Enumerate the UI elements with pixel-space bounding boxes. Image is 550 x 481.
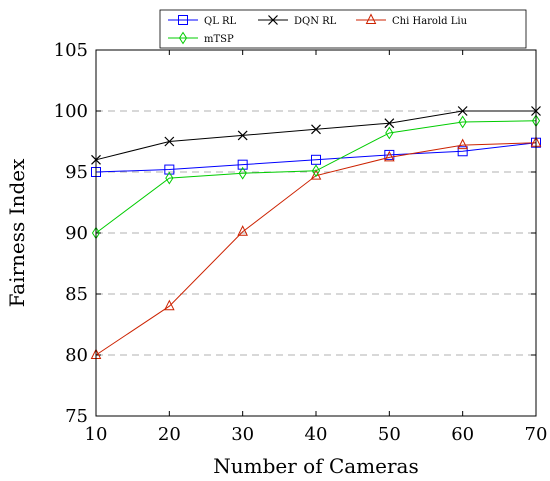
x-tick-label-30: 30 xyxy=(231,424,254,445)
data-point-ql-rl-60 xyxy=(457,146,468,157)
y-tick-label-105: 105 xyxy=(54,40,88,61)
legend-marker-ql-rl xyxy=(178,15,188,25)
legend-box xyxy=(159,9,527,49)
y-tick-label-100: 100 xyxy=(54,101,88,122)
legend-label-mtsp: mTSP xyxy=(204,34,234,45)
x-tick-label-50: 50 xyxy=(378,424,401,445)
legend-label-ql-rl: QL RL xyxy=(204,16,237,27)
data-point-mtsp-60 xyxy=(458,115,467,129)
plot-frame xyxy=(95,49,537,417)
data-point-dqn-rl-30 xyxy=(237,130,248,141)
data-point-ql-rl-20 xyxy=(164,164,175,175)
legend-item-mtsp: mTSP xyxy=(168,31,234,45)
data-point-dqn-rl-20 xyxy=(164,136,175,147)
y-tick-label-85: 85 xyxy=(65,284,88,305)
data-point-mtsp-40 xyxy=(311,164,321,178)
y-tick-label-90: 90 xyxy=(65,223,88,244)
data-point-mtsp-30 xyxy=(238,166,247,180)
data-point-ql-rl-30 xyxy=(237,159,248,170)
legend-marker-chi-harold-liu xyxy=(365,13,377,24)
y-tick-label-95: 95 xyxy=(65,162,88,183)
data-point-chi-harold-liu-30 xyxy=(237,225,248,236)
series-line-dqn-rl xyxy=(95,110,536,161)
x-tick-label-40: 40 xyxy=(305,424,328,445)
series-group xyxy=(90,106,542,359)
data-point-chi-harold-liu-50 xyxy=(384,150,395,162)
legend-item-ql-rl: QL RL xyxy=(168,15,237,27)
legend-item-chi-harold-liu: Chi Harold Liu xyxy=(356,13,468,27)
data-point-mtsp-20 xyxy=(165,171,174,185)
data-point-dqn-rl-50 xyxy=(384,118,395,129)
y-axis-title: Fairness Index xyxy=(5,158,29,307)
series-line-chi-harold-liu xyxy=(95,142,537,356)
series-mtsp xyxy=(91,114,541,240)
x-tick-label-70: 70 xyxy=(525,424,548,445)
data-point-chi-harold-liu-20 xyxy=(164,299,175,311)
data-point-ql-rl-40 xyxy=(311,154,321,165)
x-tick-label-10: 10 xyxy=(85,424,108,445)
y-axis-ticks: 75 80 85 90 95 100 105 xyxy=(54,40,536,427)
data-point-mtsp-50 xyxy=(385,126,394,140)
x-axis-ticks: 10 20 30 40 50 60 70 xyxy=(85,50,548,445)
data-point-dqn-rl-60 xyxy=(457,106,468,116)
y-tick-label-80: 80 xyxy=(65,345,88,366)
legend-marker-mtsp xyxy=(178,31,188,45)
x-axis-title: Number of Cameras xyxy=(213,454,418,478)
x-tick-label-20: 20 xyxy=(158,424,181,445)
legend-label-chi-harold-liu: Chi Harold Liu xyxy=(392,16,468,27)
legend: QL RL DQN RL Chi Harold Liu mTSP xyxy=(159,9,527,49)
series-dqn-rl xyxy=(91,106,541,165)
series-line-mtsp xyxy=(95,120,537,234)
data-point-chi-harold-liu-40 xyxy=(310,169,322,180)
y-tick-label-75: 75 xyxy=(65,406,88,427)
data-point-dqn-rl-40 xyxy=(311,124,321,135)
grid-lines xyxy=(96,110,536,356)
data-point-chi-harold-liu-60 xyxy=(457,138,468,150)
series-line-ql-rl xyxy=(95,142,537,173)
legend-item-dqn-rl: DQN RL xyxy=(258,15,337,27)
x-tick-label-60: 60 xyxy=(451,424,474,445)
data-point-ql-rl-50 xyxy=(384,149,395,160)
legend-label-dqn-rl: DQN RL xyxy=(294,16,337,27)
legend-marker-dqn-rl xyxy=(268,15,278,25)
